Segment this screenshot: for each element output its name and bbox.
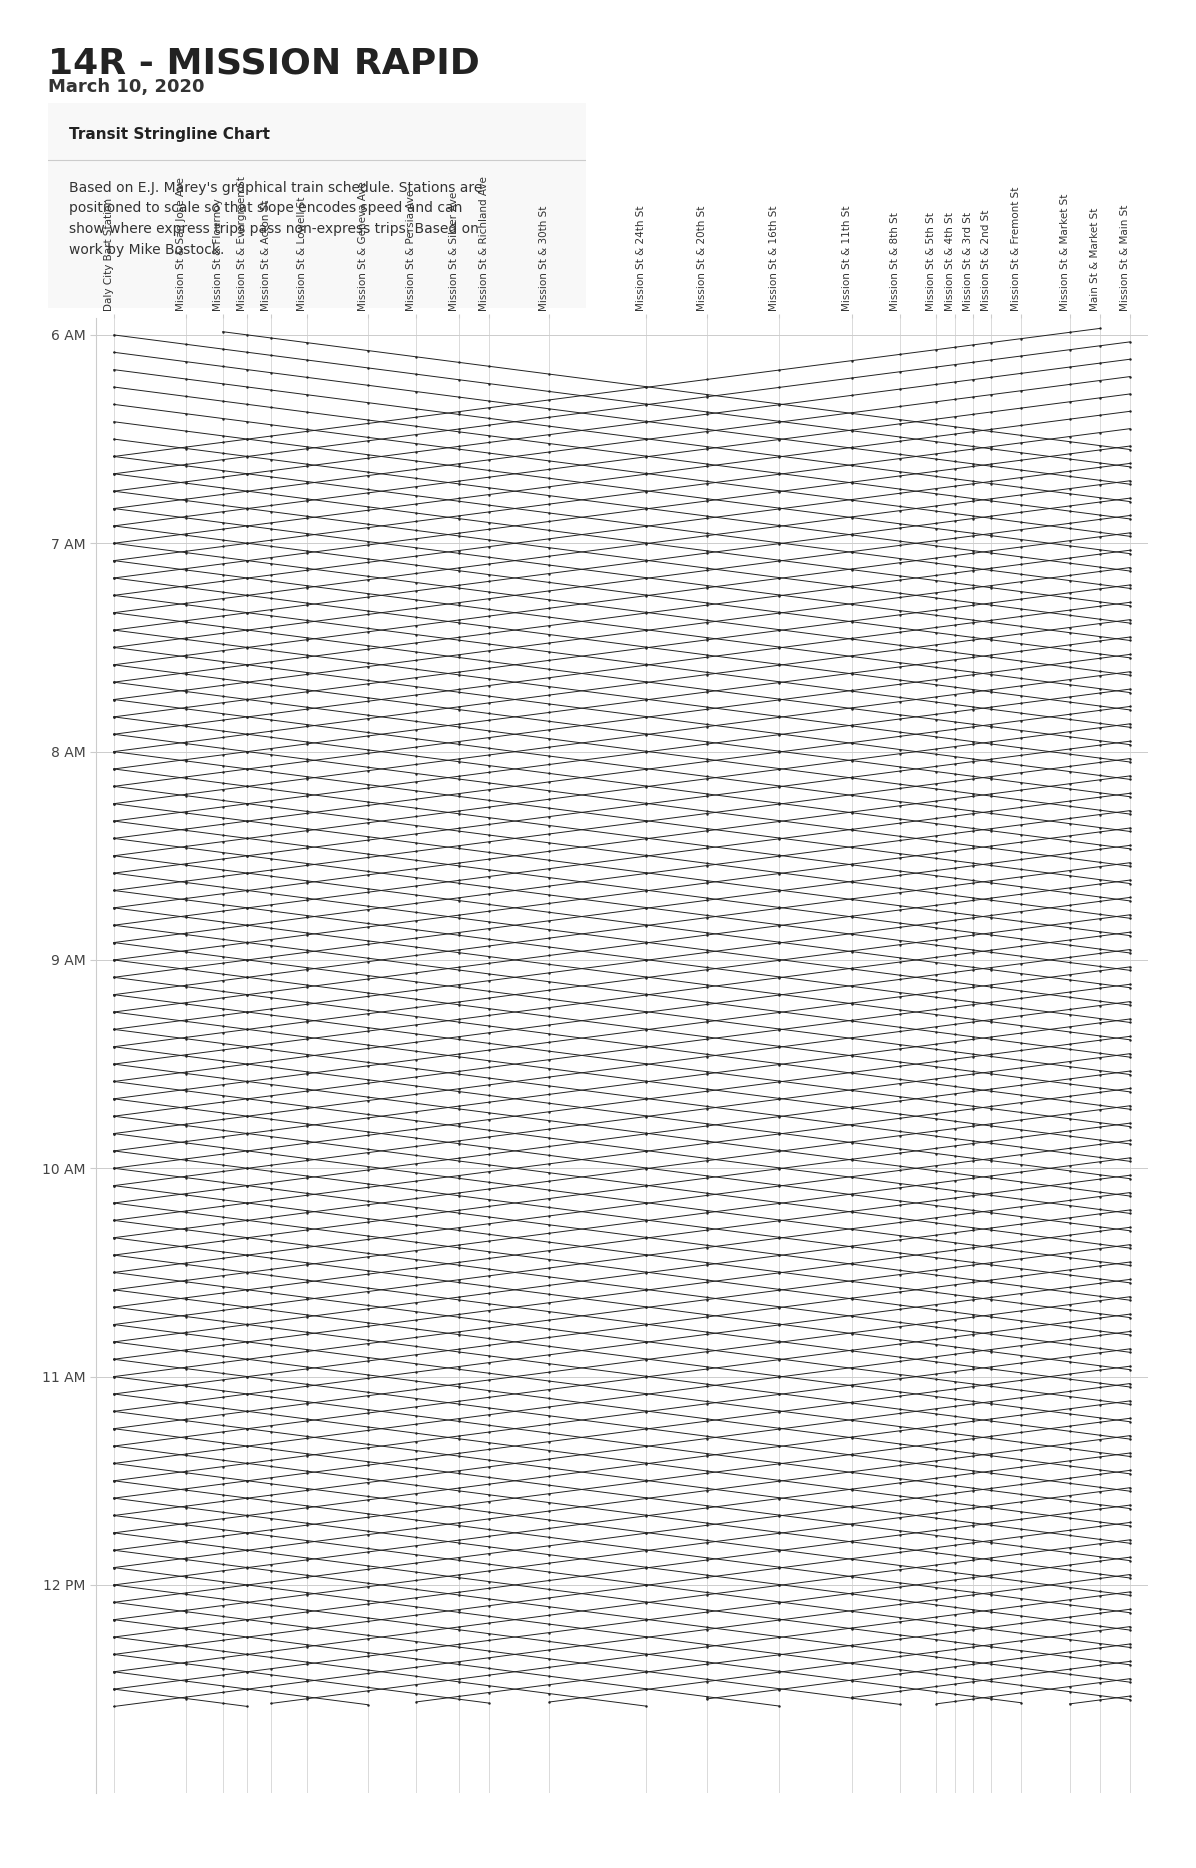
Text: Based on E.J. Marey's graphical train schedule. Stations are
positioned to scale: Based on E.J. Marey's graphical train sc…	[69, 181, 483, 256]
Text: March 10, 2020: March 10, 2020	[48, 78, 205, 97]
Text: 14R - MISSION RAPID: 14R - MISSION RAPID	[48, 47, 480, 80]
Text: Transit Stringline Chart: Transit Stringline Chart	[69, 127, 270, 142]
FancyBboxPatch shape	[37, 99, 597, 312]
